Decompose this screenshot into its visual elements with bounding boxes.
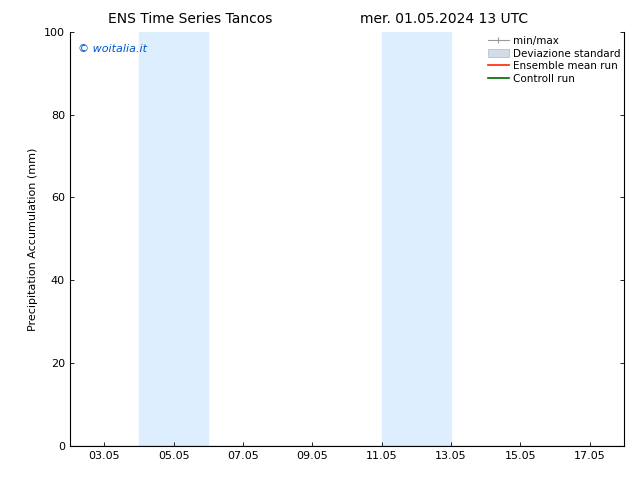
Bar: [139, 32, 209, 446]
Legend: min/max, Deviazione standard, Ensemble mean run, Controll run: min/max, Deviazione standard, Ensemble m…: [486, 34, 623, 86]
Text: © woitalia.it: © woitalia.it: [78, 44, 147, 54]
Text: ENS Time Series Tancos: ENS Time Series Tancos: [108, 12, 273, 26]
Bar: [382, 32, 451, 446]
Y-axis label: Precipitation Accumulation (mm): Precipitation Accumulation (mm): [29, 147, 38, 331]
Text: mer. 01.05.2024 13 UTC: mer. 01.05.2024 13 UTC: [359, 12, 528, 26]
